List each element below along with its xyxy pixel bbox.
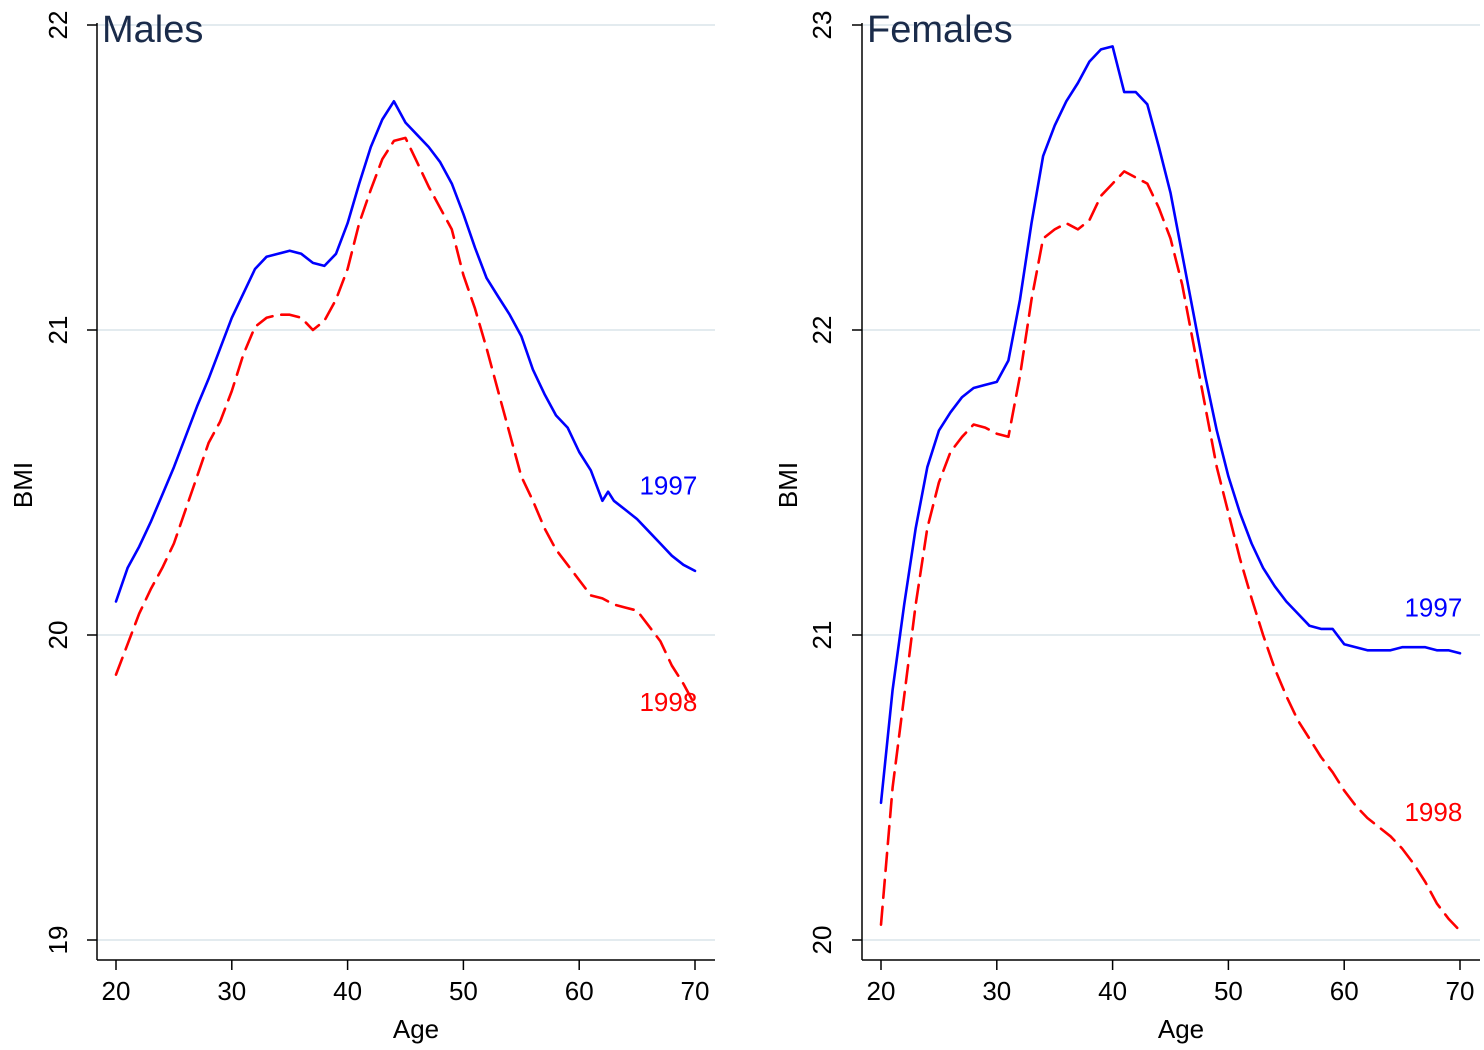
x-tick-label: 30	[217, 976, 246, 1006]
series-line-1998	[114, 136, 697, 707]
y-tick-label: 19	[43, 926, 73, 955]
x-tick-label: 50	[1214, 976, 1243, 1006]
series-label-1998: 1998	[639, 687, 697, 717]
x-tick-label: 20	[867, 976, 896, 1006]
y-tick-label: 21	[807, 621, 837, 650]
x-tick-label: 60	[565, 976, 594, 1006]
x-tick-label: 70	[681, 976, 710, 1006]
y-tick-label: 22	[807, 316, 837, 345]
y-tick-label: 21	[43, 316, 73, 345]
series-line-1998	[879, 170, 1462, 933]
x-tick-label: 60	[1330, 976, 1359, 1006]
x-tick-label: 50	[449, 976, 478, 1006]
chart-panel-2: 20 21 22 23 20 30 40 50 60 70 Age BMI Females 1997 199…	[773, 9, 1480, 1044]
series-label-1998: 1998	[1404, 797, 1462, 827]
series-line-1997	[879, 45, 1462, 805]
x-tick-label: 40	[333, 976, 362, 1006]
series-line-1997	[114, 100, 697, 603]
x-tick-label: 30	[982, 976, 1011, 1006]
x-tick-label: 20	[102, 976, 131, 1006]
series-label-1997: 1997	[639, 471, 697, 501]
chart-panel-1: 19 20 21 22 20 30 40 50 60 70 Age BMI Males 1997 1998	[8, 9, 715, 1044]
y-axis-title: BMI	[8, 462, 38, 508]
panel-title: Males	[102, 9, 203, 51]
y-axis-title: BMI	[773, 462, 803, 508]
x-tick-label: 40	[1098, 976, 1127, 1006]
y-tick-label: 20	[43, 621, 73, 650]
series-label-1997: 1997	[1404, 593, 1462, 623]
y-tick-label: 23	[807, 11, 837, 40]
x-axis-title: Age	[393, 1014, 439, 1044]
panel-title: Females	[867, 9, 1013, 51]
y-tick-label: 20	[807, 926, 837, 955]
y-tick-label: 22	[43, 11, 73, 40]
x-axis-title: Age	[1158, 1014, 1204, 1044]
x-tick-label: 70	[1446, 976, 1475, 1006]
